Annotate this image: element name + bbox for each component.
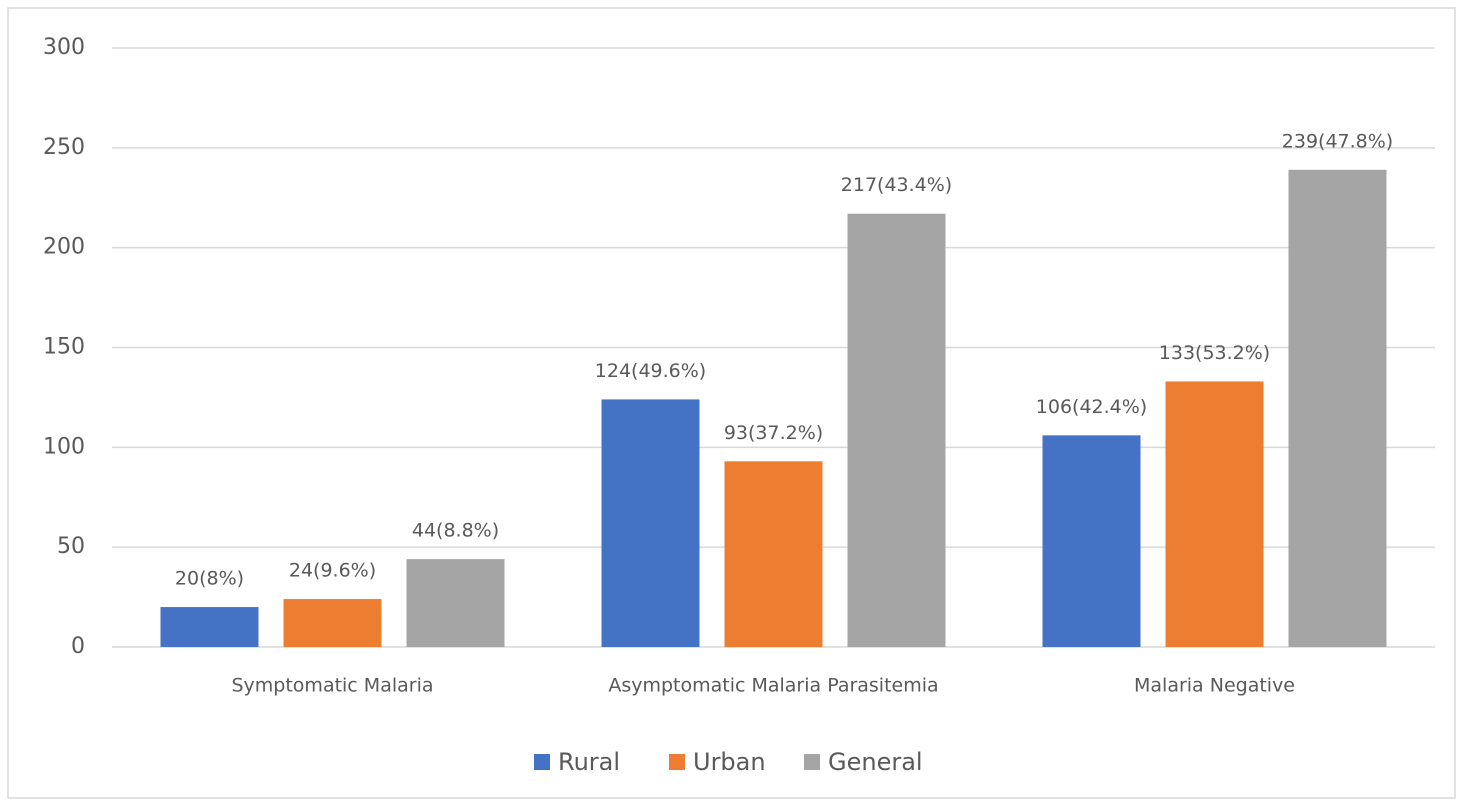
bar	[1288, 169, 1387, 647]
value-label: 217(43.4%)	[841, 174, 952, 196]
value-label: 239(47.8%)	[1282, 130, 1393, 152]
bar	[406, 559, 505, 647]
legend-label: Urban	[693, 748, 766, 776]
y-tick-label: 100	[43, 434, 85, 459]
bar	[847, 213, 946, 647]
x-tick-label: Malaria Negative	[1134, 675, 1295, 697]
y-tick-label: 200	[43, 235, 85, 260]
value-label: 93(37.2%)	[724, 422, 823, 444]
y-tick-label: 150	[43, 335, 85, 360]
value-label: 20(8%)	[175, 568, 244, 590]
legend-swatch	[804, 754, 820, 770]
y-tick-label: 50	[57, 534, 85, 559]
legend-label: Rural	[558, 748, 620, 776]
bar	[601, 399, 700, 647]
y-tick-label: 300	[43, 35, 85, 60]
legend-swatch	[534, 754, 550, 770]
legend-label: General	[828, 748, 923, 776]
bar	[160, 607, 259, 647]
bar	[1042, 435, 1141, 647]
legend-swatch	[669, 754, 685, 770]
x-tick-label: Symptomatic Malaria	[231, 675, 433, 697]
value-label: 106(42.4%)	[1036, 396, 1147, 418]
value-label: 44(8.8%)	[412, 520, 499, 542]
y-tick-label: 0	[71, 634, 85, 659]
bar	[724, 461, 823, 647]
value-label: 24(9.6%)	[289, 560, 376, 582]
bar	[1165, 381, 1264, 647]
value-label: 133(53.2%)	[1159, 342, 1270, 364]
bar	[283, 599, 382, 647]
y-tick-label: 250	[43, 135, 85, 160]
x-tick-label: Asymptomatic Malaria Parasitemia	[608, 675, 938, 697]
value-label: 124(49.6%)	[595, 360, 706, 382]
